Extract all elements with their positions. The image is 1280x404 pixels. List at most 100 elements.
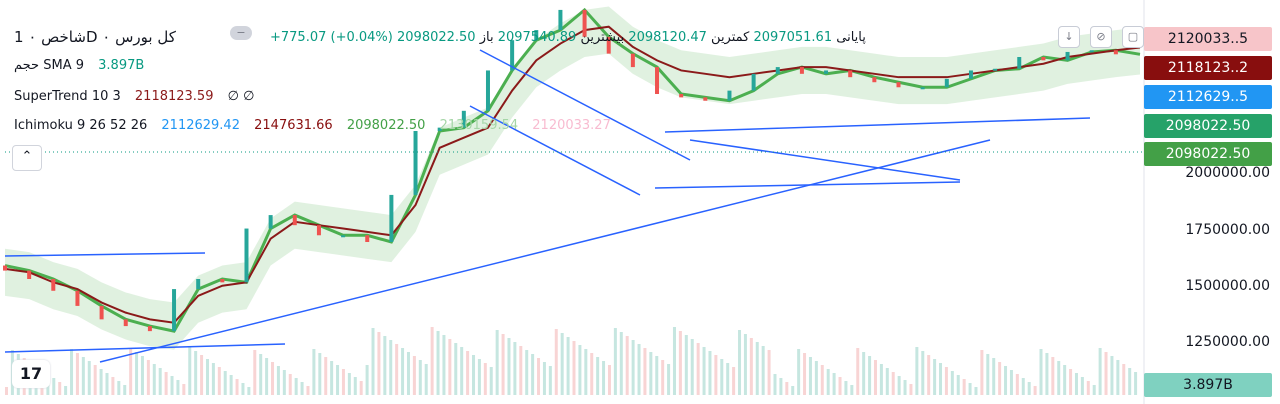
volume-bar	[1116, 360, 1120, 395]
volume-bar	[791, 386, 795, 395]
volume-bar	[897, 376, 901, 395]
volume-bar	[590, 353, 594, 395]
volume-bar	[560, 333, 564, 395]
volume-bar	[117, 381, 121, 395]
volume-bar	[743, 334, 747, 395]
volume-bar	[64, 386, 68, 395]
candle	[679, 94, 684, 98]
volume-bar	[483, 363, 487, 395]
collapse-chevron-icon[interactable]: ⌃	[12, 145, 42, 171]
volume-bar	[1092, 385, 1096, 395]
volume-bar	[655, 356, 659, 395]
volume-bar	[442, 335, 446, 395]
ichimoku-v3: 2098022.50	[346, 118, 426, 133]
volume-bar	[211, 363, 215, 395]
price-axis-badge: 2112629..5	[1144, 85, 1272, 109]
volume-bar	[253, 350, 257, 395]
ichimoku-indicator-row[interactable]: Ichimoku 9 26 52 26 2112629.42 2147631.6…	[14, 118, 611, 133]
candle	[123, 319, 128, 327]
candle	[341, 235, 346, 238]
candle	[1041, 57, 1046, 61]
volume-bar	[519, 346, 523, 395]
volume-bar	[844, 381, 848, 395]
volume-bar	[188, 347, 192, 395]
volume-bar	[460, 347, 464, 395]
volume-bar	[785, 382, 789, 395]
volume-bar	[885, 368, 889, 395]
ohlc-high: 2098120.47	[628, 30, 707, 45]
volume-bar	[1004, 366, 1008, 395]
volume-bar	[684, 335, 688, 395]
trend-line	[479, 49, 691, 161]
volume-bar	[5, 387, 8, 395]
maximize-icon[interactable]: ▢	[1122, 26, 1144, 48]
ichimoku-name: Ichimoku	[14, 118, 73, 133]
price-axis-badge: 2118123..2	[1144, 56, 1272, 80]
volume-bar	[1033, 386, 1037, 395]
candle	[920, 87, 925, 90]
candle	[244, 228, 249, 283]
volume-bar	[93, 365, 97, 395]
candle	[461, 110, 466, 128]
tradingview-logo-icon[interactable]: 17	[12, 360, 50, 388]
price-axis-badge: 2098022.50	[1144, 142, 1272, 166]
volume-bar	[696, 343, 700, 395]
volume-bar	[58, 382, 62, 395]
supertrend-extra: ∅ ∅	[227, 89, 255, 104]
candle	[220, 279, 225, 283]
trend-line	[469, 105, 641, 196]
ichimoku-cloud	[5, 6, 1140, 350]
chart-title: شاخص ۰ 1D ۰ کل بورس	[14, 28, 176, 46]
volume-bar	[566, 337, 570, 395]
volume-bar	[312, 349, 316, 395]
candle	[775, 67, 780, 74]
volume-bar	[1069, 369, 1073, 395]
ichimoku-v2: 2147631.66	[254, 118, 333, 133]
eye-off-icon[interactable]: ⊘	[1090, 26, 1112, 48]
volume-bar	[690, 339, 694, 395]
candle	[703, 97, 708, 101]
volume-bar	[395, 344, 399, 395]
volume-axis-badge: 3.897B	[1144, 373, 1272, 397]
supertrend-name: SuperTrend	[14, 89, 88, 104]
candle	[534, 30, 539, 41]
volume-bar	[271, 362, 275, 395]
volume-bar	[1021, 378, 1025, 395]
volume-bar	[205, 359, 209, 395]
legend-collapse-icon[interactable]: −	[230, 26, 252, 40]
volume-bar	[950, 371, 954, 395]
volume-bar	[1110, 356, 1114, 395]
ohlc-open-label: باز	[479, 30, 494, 45]
candle	[51, 279, 56, 291]
volume-bar	[980, 350, 984, 395]
volume-bar	[424, 364, 428, 395]
volume-bar	[542, 362, 546, 395]
candle	[147, 326, 152, 332]
down-arrow-icon[interactable]: ↓	[1058, 26, 1080, 48]
ohlc-low: 2097051.61	[753, 30, 833, 45]
volume-bar	[371, 328, 375, 395]
volume-bar	[720, 359, 724, 395]
supertrend-params: 10 3	[91, 89, 121, 104]
volume-bar	[170, 376, 174, 395]
volume-bar	[531, 354, 535, 395]
volume-bar	[974, 387, 978, 395]
supertrend-value: 2118123.59	[134, 89, 214, 104]
volume-bar	[365, 365, 369, 395]
volume-bar	[631, 340, 635, 395]
volume-bar	[637, 344, 641, 395]
volume-bar	[992, 358, 996, 395]
volume-bar	[584, 349, 588, 395]
candle	[655, 67, 660, 94]
volume-bar	[389, 340, 393, 395]
ichimoku-v4: 2130159.54	[439, 118, 519, 133]
volume-bar	[377, 332, 381, 395]
supertrend-indicator-row[interactable]: SuperTrend 10 3 2118123.59 ∅ ∅	[14, 89, 254, 104]
volume-bar	[903, 380, 907, 395]
volume-bar	[1134, 372, 1138, 395]
volume-bar	[418, 360, 422, 395]
volume-indicator-row[interactable]: حجم SMA 9 3.897B	[14, 58, 144, 73]
volume-bar	[200, 355, 204, 395]
